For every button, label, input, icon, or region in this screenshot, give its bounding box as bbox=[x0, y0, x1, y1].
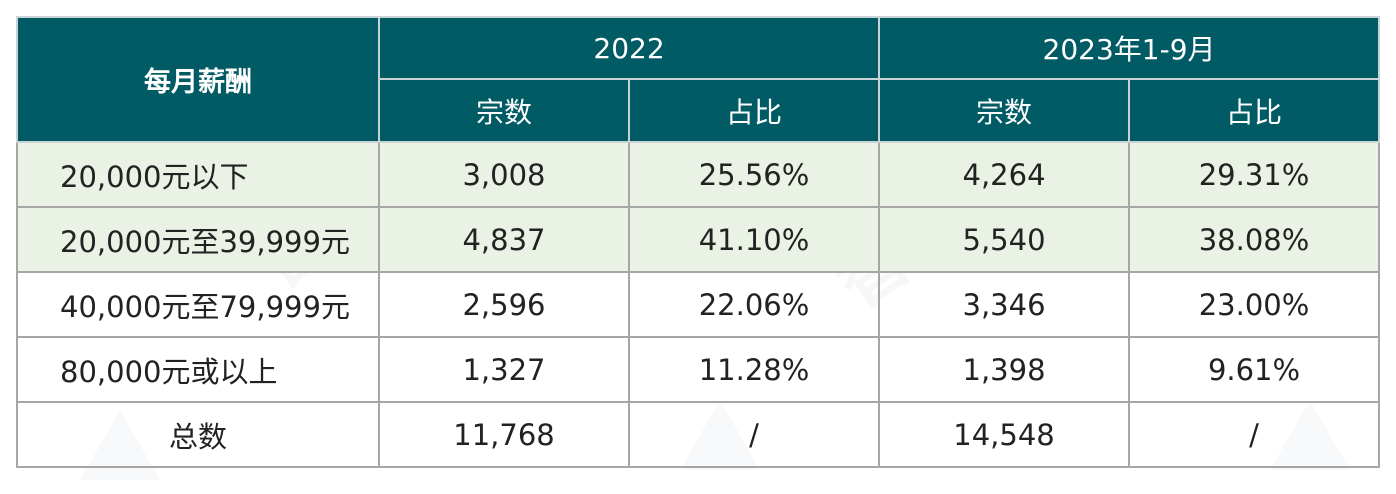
row-label-total: 总数 bbox=[16, 401, 380, 468]
cell-share-2023: 38.08% bbox=[1128, 206, 1381, 273]
cell-count-2022: 3,008 bbox=[378, 141, 630, 208]
salary-table: 每月薪酬 2022 2023年1-9月 宗数 占比 宗数 占比 20,000元以… bbox=[16, 16, 1381, 468]
header-year-2023: 2023年1-9月 bbox=[878, 16, 1381, 80]
table-row: 20,000元以下 3,008 25.56% 4,264 29.31% bbox=[16, 141, 1381, 208]
cell-share-2022: / bbox=[627, 401, 881, 468]
cell-count-2022: 2,596 bbox=[378, 271, 630, 338]
header-count-2023: 宗数 bbox=[878, 78, 1131, 143]
cell-share-2022: 11.28% bbox=[627, 336, 881, 403]
header-year-2022: 2022 bbox=[377, 16, 881, 80]
cell-count-2023: 3,346 bbox=[878, 271, 1131, 338]
row-label: 20,000元以下 bbox=[16, 141, 380, 208]
cell-count-2022: 4,837 bbox=[378, 206, 630, 273]
cell-count-2023: 14,548 bbox=[878, 401, 1131, 468]
row-label: 20,000元至39,999元 bbox=[16, 206, 380, 273]
table-row: 20,000元至39,999元 4,837 41.10% 5,540 38.08… bbox=[16, 206, 1381, 273]
header-monthly-salary: 每月薪酬 bbox=[16, 16, 380, 143]
header-share-2022: 占比 bbox=[627, 78, 881, 143]
header-share-2023: 占比 bbox=[1128, 78, 1381, 143]
row-label: 40,000元至79,999元 bbox=[16, 271, 380, 338]
cell-count-2022: 11,768 bbox=[378, 401, 630, 468]
cell-share-2022: 41.10% bbox=[627, 206, 881, 273]
table-row-total: 总数 11,768 / 14,548 / bbox=[16, 401, 1381, 468]
cell-share-2023: 29.31% bbox=[1128, 141, 1381, 208]
cell-share-2022: 22.06% bbox=[627, 271, 881, 338]
cell-share-2022: 25.56% bbox=[627, 141, 881, 208]
row-label: 80,000元或以上 bbox=[16, 336, 380, 403]
table-row: 40,000元至79,999元 2,596 22.06% 3,346 23.00… bbox=[16, 271, 1381, 338]
cell-share-2023: 23.00% bbox=[1128, 271, 1381, 338]
cell-count-2023: 4,264 bbox=[878, 141, 1131, 208]
table-header: 每月薪酬 2022 2023年1-9月 宗数 占比 宗数 占比 bbox=[16, 16, 1381, 143]
cell-count-2022: 1,327 bbox=[378, 336, 630, 403]
cell-count-2023: 5,540 bbox=[878, 206, 1131, 273]
table-row: 80,000元或以上 1,327 11.28% 1,398 9.61% bbox=[16, 336, 1381, 403]
cell-share-2023: / bbox=[1128, 401, 1381, 468]
header-count-2022: 宗数 bbox=[378, 78, 630, 143]
cell-share-2023: 9.61% bbox=[1128, 336, 1381, 403]
cell-count-2023: 1,398 bbox=[878, 336, 1131, 403]
